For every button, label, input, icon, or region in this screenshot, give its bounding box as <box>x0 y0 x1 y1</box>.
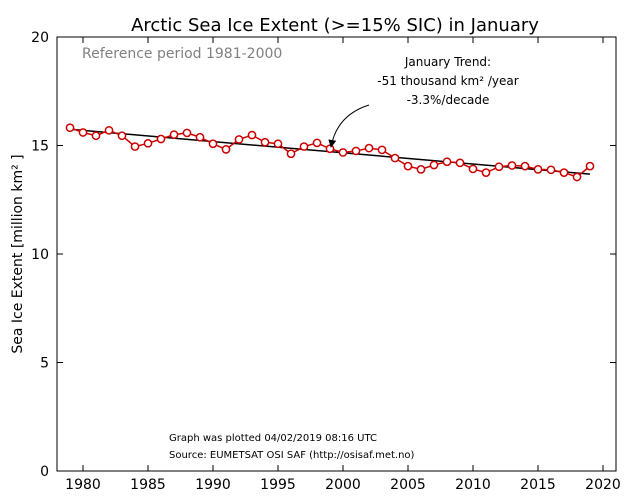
data-point <box>494 162 504 172</box>
x-tick-label: 1990 <box>195 477 231 493</box>
data-point <box>78 128 88 137</box>
data-point <box>572 172 582 182</box>
data-point <box>208 139 218 149</box>
data-point <box>156 134 166 144</box>
data-point <box>169 130 179 139</box>
trend-annotation-line2: -51 thousand km² /year <box>377 74 518 88</box>
y-tick-label: 5 <box>40 356 49 372</box>
data-point <box>364 143 374 153</box>
data-point <box>546 165 556 175</box>
plot-area <box>56 36 617 472</box>
data-point <box>312 138 322 148</box>
data-point <box>585 161 595 171</box>
data-point <box>273 139 283 149</box>
data-point <box>455 158 465 168</box>
y-axis: 0 5 10 15 20 <box>31 30 616 480</box>
reference-period-label: Reference period 1981-2000 <box>82 46 282 62</box>
data-point <box>104 125 114 135</box>
data-point <box>520 161 530 171</box>
data-point <box>65 123 75 133</box>
y-tick-label: 10 <box>31 247 49 263</box>
data-point <box>403 161 413 171</box>
data-point <box>533 165 543 174</box>
data-point <box>247 130 257 140</box>
data-point <box>468 164 478 174</box>
data-point <box>182 128 192 138</box>
x-tick-label: 2020 <box>585 477 621 493</box>
y-tick-label: 20 <box>31 30 49 46</box>
x-tick-label: 1980 <box>65 477 101 493</box>
y-tick-label: 15 <box>31 139 49 155</box>
data-point <box>416 165 426 174</box>
chart-title: Arctic Sea Ice Extent (>=15% SIC) in Jan… <box>131 15 539 36</box>
x-tick-label: 2000 <box>325 477 361 493</box>
data-point <box>507 161 517 170</box>
x-tick-label: 1985 <box>130 477 166 493</box>
y-tick-label: 0 <box>40 464 49 480</box>
x-tick-label: 1995 <box>260 477 296 493</box>
data-point <box>325 144 335 154</box>
data-point <box>91 131 101 141</box>
data-point <box>442 157 452 167</box>
data-point <box>559 168 569 177</box>
data-point <box>234 135 244 144</box>
trend-annotation-line3: -3.3%/decade <box>407 93 490 107</box>
data-point <box>481 168 491 177</box>
data-point <box>260 137 270 147</box>
data-point <box>377 145 387 155</box>
data-point <box>195 132 205 142</box>
data-point <box>390 153 400 163</box>
x-tick-label: 2010 <box>455 477 491 493</box>
data-point <box>286 149 296 159</box>
data-point <box>429 160 439 170</box>
x-tick-label: 2015 <box>520 477 556 493</box>
data-point <box>299 142 309 151</box>
x-axis: 1980 1985 1990 1995 2000 2005 2010 2015 2020 <box>65 37 621 493</box>
data-points <box>65 123 595 182</box>
data-point <box>130 142 140 151</box>
trend-arrow <box>328 104 370 148</box>
x-tick-label: 2005 <box>390 477 426 493</box>
data-source: Source: EUMETSAT OSI SAF (http://osisaf.… <box>169 450 415 461</box>
plotted-timestamp: Graph was plotted 04/02/2019 08:16 UTC <box>169 433 377 444</box>
data-point <box>338 148 348 157</box>
y-axis-label: Sea Ice Extent [million km² ] <box>10 154 26 353</box>
data-point <box>221 145 231 154</box>
trend-annotation-line1: January Trend: <box>404 55 491 69</box>
data-point <box>143 138 153 148</box>
data-point <box>117 131 127 141</box>
data-point <box>351 146 361 156</box>
